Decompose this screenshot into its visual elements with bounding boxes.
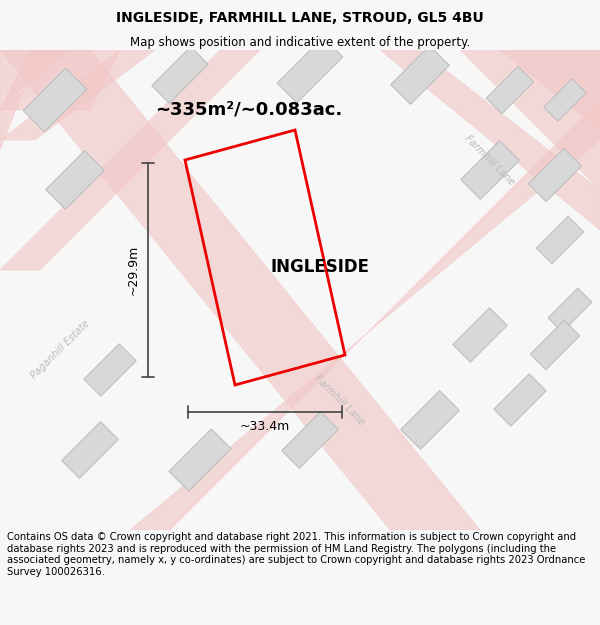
- Polygon shape: [380, 50, 600, 230]
- Text: Contains OS data © Crown copyright and database right 2021. This information is : Contains OS data © Crown copyright and d…: [7, 532, 586, 577]
- Polygon shape: [453, 308, 507, 362]
- Text: INGLESIDE: INGLESIDE: [271, 259, 370, 276]
- Text: Paganhill Estate: Paganhill Estate: [29, 319, 91, 381]
- Polygon shape: [460, 50, 600, 190]
- Polygon shape: [487, 66, 533, 114]
- Polygon shape: [0, 50, 155, 140]
- Polygon shape: [461, 141, 520, 199]
- Polygon shape: [391, 46, 449, 104]
- Polygon shape: [548, 288, 592, 332]
- Text: ~335m²/~0.083ac.: ~335m²/~0.083ac.: [155, 100, 342, 118]
- Polygon shape: [536, 216, 584, 264]
- Polygon shape: [500, 50, 600, 130]
- Polygon shape: [0, 50, 60, 110]
- Polygon shape: [544, 79, 586, 121]
- Polygon shape: [130, 100, 600, 530]
- Text: ~29.9m: ~29.9m: [127, 245, 140, 295]
- Polygon shape: [277, 37, 343, 103]
- Text: Map shows position and indicative extent of the property.: Map shows position and indicative extent…: [130, 36, 470, 49]
- Polygon shape: [84, 344, 136, 396]
- Polygon shape: [62, 422, 118, 478]
- Text: Farmhill Lane: Farmhill Lane: [313, 373, 367, 427]
- Polygon shape: [530, 320, 580, 370]
- Polygon shape: [529, 149, 581, 201]
- Polygon shape: [282, 412, 338, 468]
- Polygon shape: [152, 47, 208, 103]
- Polygon shape: [494, 374, 546, 426]
- Text: Farmhill Lane: Farmhill Lane: [463, 133, 517, 187]
- Text: INGLESIDE, FARMHILL LANE, STROUD, GL5 4BU: INGLESIDE, FARMHILL LANE, STROUD, GL5 4B…: [116, 11, 484, 25]
- Polygon shape: [0, 50, 260, 270]
- Polygon shape: [46, 151, 104, 209]
- Polygon shape: [0, 50, 120, 110]
- Polygon shape: [0, 50, 480, 530]
- Text: ~33.4m: ~33.4m: [240, 420, 290, 433]
- Polygon shape: [401, 391, 460, 449]
- Polygon shape: [23, 68, 87, 132]
- Polygon shape: [0, 50, 70, 150]
- Polygon shape: [169, 429, 231, 491]
